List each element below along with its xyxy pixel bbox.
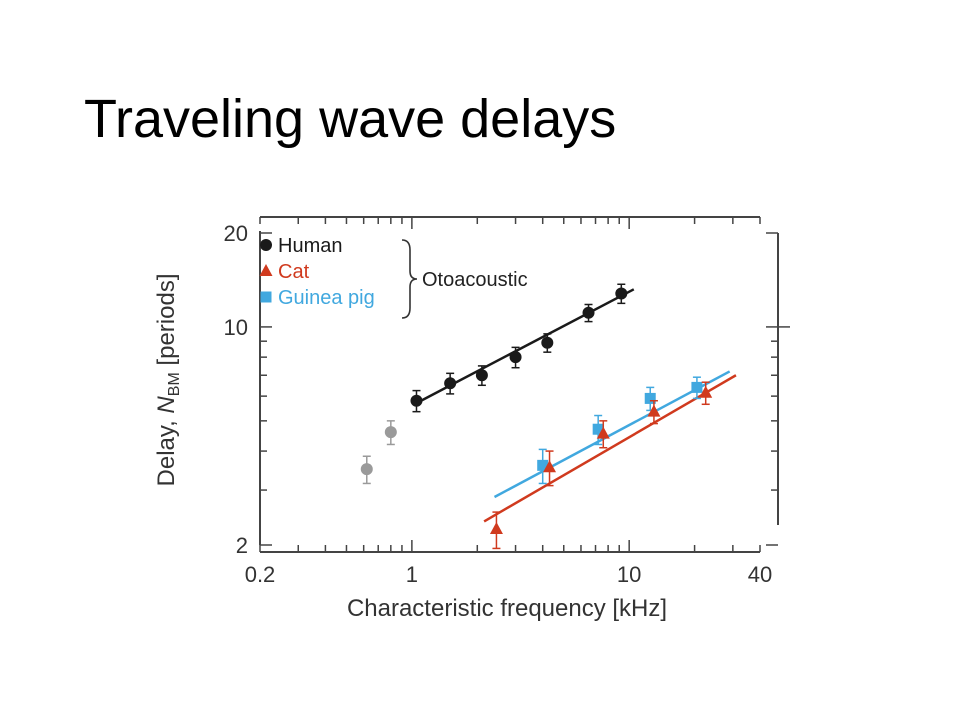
- data-point: [537, 459, 549, 471]
- x-tick-label: 0.2: [245, 562, 276, 587]
- x-axis-label: Characteristic frequency [kHz]: [347, 595, 667, 622]
- axis-ticks: 0.2 1 10 40 2 10 20: [224, 217, 790, 587]
- data-point: [582, 306, 595, 319]
- data-point: [615, 287, 628, 300]
- data-point: [489, 522, 503, 535]
- axes-frame: [259, 216, 779, 553]
- y-tick-label: 20: [224, 221, 248, 246]
- x-tick-label: 10: [617, 562, 641, 587]
- data-point: [644, 392, 656, 404]
- data-point: [509, 351, 522, 364]
- legend-marker: [260, 291, 272, 303]
- data-point: [444, 377, 457, 390]
- x-tick-label: 1: [406, 562, 418, 587]
- data-point: [384, 426, 397, 439]
- y-tick-label: 2: [236, 533, 248, 558]
- fit-lines: [415, 288, 737, 523]
- data-points: [360, 283, 713, 550]
- data-point: [360, 463, 373, 476]
- x-tick-label: 40: [748, 562, 772, 587]
- legend-marker: [260, 239, 272, 251]
- data-point: [410, 394, 423, 407]
- fit-line: [493, 370, 731, 499]
- legend-entry: Guinea pig: [278, 287, 375, 309]
- legend-entry: Cat: [278, 261, 310, 283]
- data-point: [475, 369, 488, 382]
- legend: Human Cat Guinea pig Otoacoustic: [259, 235, 528, 319]
- y-axis-label-var: N: [153, 396, 180, 414]
- y-axis-label-pre: Delay,: [153, 414, 180, 487]
- data-point: [699, 385, 713, 398]
- slide-title: Traveling wave delays: [84, 89, 617, 149]
- data-point: [541, 336, 554, 349]
- data-point: [592, 423, 604, 435]
- legend-entry: Human: [278, 235, 342, 257]
- y-tick-label: 10: [224, 315, 248, 340]
- legend-marker: [259, 264, 273, 276]
- data-point: [543, 460, 557, 473]
- data-point: [647, 404, 661, 417]
- y-axis-label: Delay, NBM [periods]: [153, 274, 183, 487]
- data-point: [691, 381, 703, 393]
- data-point: [596, 426, 610, 439]
- legend-bracket-label: Otoacoustic: [422, 269, 528, 291]
- y-axis-label-sub: BM: [166, 372, 183, 396]
- fit-line: [483, 374, 737, 523]
- legend-bracket: [401, 239, 418, 319]
- y-axis-label-post: [periods]: [153, 274, 180, 373]
